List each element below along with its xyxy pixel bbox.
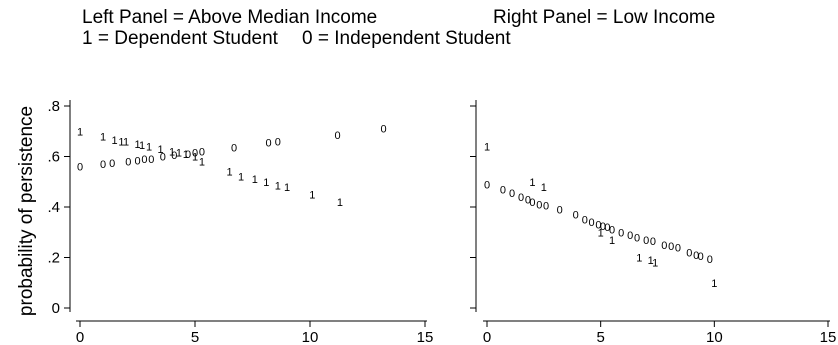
x-tick-label: 10: [706, 329, 723, 345]
marker-independent-student: 0: [100, 159, 106, 171]
marker-independent-student: 0: [686, 247, 692, 259]
marker-dependent-student: 1: [284, 182, 290, 194]
marker-independent-student: 0: [595, 220, 601, 232]
marker-dependent-student: 1: [192, 152, 198, 164]
marker-independent-student: 0: [484, 179, 490, 191]
marker-independent-student: 0: [125, 157, 131, 169]
marker-dependent-student: 1: [609, 235, 615, 247]
marker-independent-student: 0: [381, 124, 387, 136]
y-tick-label: .6: [47, 149, 60, 166]
marker-independent-student: 0: [573, 210, 579, 222]
y-axis-label: probability of persistence: [16, 106, 37, 316]
marker-independent-student: 0: [609, 225, 615, 237]
marker-independent-student: 0: [707, 254, 713, 266]
header-left-line2: 1 = Dependent Student: [82, 28, 278, 49]
x-tick-label: 0: [483, 329, 491, 345]
marker-dependent-student: 1: [176, 148, 182, 160]
marker-dependent-student: 1: [529, 177, 535, 189]
marker-independent-student: 0: [171, 150, 177, 162]
marker-independent-student: 0: [600, 221, 606, 233]
marker-dependent-student: 1: [263, 177, 269, 189]
marker-independent-student: 0: [661, 240, 667, 252]
y-tick-label: .8: [47, 98, 60, 115]
marker-independent-student: 0: [148, 154, 154, 166]
marker-independent-student: 0: [335, 130, 341, 142]
marker-independent-student: 0: [185, 149, 191, 161]
x-tick-label: 5: [596, 329, 604, 345]
marker-independent-student: 0: [231, 143, 237, 155]
marker-independent-student: 0: [627, 230, 633, 242]
marker-dependent-student: 1: [636, 253, 642, 265]
marker-independent-student: 0: [509, 188, 515, 200]
marker-dependent-student: 1: [226, 167, 232, 179]
header-right-line2: 0 = Independent Student: [302, 28, 511, 49]
marker-independent-student: 0: [582, 215, 588, 227]
y-tick-label: .2: [47, 250, 60, 267]
marker-dependent-student: 1: [252, 174, 258, 186]
marker-dependent-student: 1: [648, 255, 654, 267]
marker-dependent-student: 1: [238, 172, 244, 184]
x-tick-label: 15: [820, 329, 837, 345]
marker-independent-student: 0: [604, 222, 610, 234]
marker-independent-student: 0: [77, 162, 83, 174]
marker-independent-student: 0: [589, 217, 595, 229]
marker-independent-student: 0: [275, 136, 281, 148]
marker-independent-student: 0: [141, 154, 147, 166]
marker-independent-student: 0: [192, 148, 198, 160]
header-left-line1: Left Panel = Above Median Income: [82, 7, 378, 28]
marker-dependent-student: 1: [123, 136, 129, 148]
marker-independent-student: 0: [199, 146, 205, 158]
marker-independent-student: 0: [266, 138, 272, 150]
marker-independent-student: 0: [650, 236, 656, 248]
marker-dependent-student: 1: [598, 227, 604, 239]
marker-dependent-student: 1: [199, 157, 205, 169]
header-right-line1: Right Panel = Low Income: [493, 7, 716, 28]
marker-dependent-student: 1: [275, 181, 281, 193]
x-tick-label: 10: [302, 329, 319, 345]
marker-independent-student: 0: [500, 184, 506, 196]
marker-dependent-student: 1: [146, 141, 152, 153]
marker-independent-student: 0: [668, 241, 674, 253]
marker-independent-student: 0: [634, 232, 640, 244]
marker-dependent-student: 1: [484, 141, 490, 153]
marker-dependent-student: 1: [652, 258, 658, 270]
x-tick-label: 0: [76, 329, 84, 345]
marker-dependent-student: 1: [309, 189, 315, 201]
y-tick-label: .4: [47, 199, 60, 216]
marker-independent-student: 0: [557, 205, 563, 217]
marker-dependent-student: 1: [118, 136, 124, 148]
marker-dependent-student: 1: [541, 182, 547, 194]
marker-independent-student: 0: [693, 250, 699, 262]
marker-dependent-student: 1: [183, 149, 189, 161]
marker-independent-student: 0: [698, 251, 704, 263]
marker-dependent-student: 1: [169, 146, 175, 158]
marker-independent-student: 0: [536, 199, 542, 211]
marker-dependent-student: 1: [157, 144, 163, 156]
marker-independent-student: 0: [543, 201, 549, 213]
marker-independent-student: 0: [134, 155, 140, 167]
marker-dependent-student: 1: [100, 131, 106, 143]
marker-dependent-student: 1: [111, 135, 117, 147]
marker-independent-student: 0: [675, 242, 681, 254]
marker-independent-student: 0: [518, 192, 524, 204]
marker-independent-student: 0: [160, 152, 166, 164]
marker-dependent-student: 1: [337, 197, 343, 209]
x-tick-label: 15: [417, 329, 434, 345]
marker-independent-student: 0: [525, 194, 531, 206]
marker-dependent-student: 1: [711, 278, 717, 290]
x-tick-label: 5: [191, 329, 199, 345]
marker-independent-student: 0: [643, 235, 649, 247]
marker-independent-student: 0: [109, 158, 115, 170]
marker-dependent-student: 1: [77, 126, 83, 138]
marker-dependent-student: 1: [134, 139, 140, 151]
marker-independent-student: 0: [618, 227, 624, 239]
marker-dependent-student: 1: [139, 140, 145, 152]
y-tick-label: 0: [52, 300, 60, 317]
marker-independent-student: 0: [529, 197, 535, 209]
